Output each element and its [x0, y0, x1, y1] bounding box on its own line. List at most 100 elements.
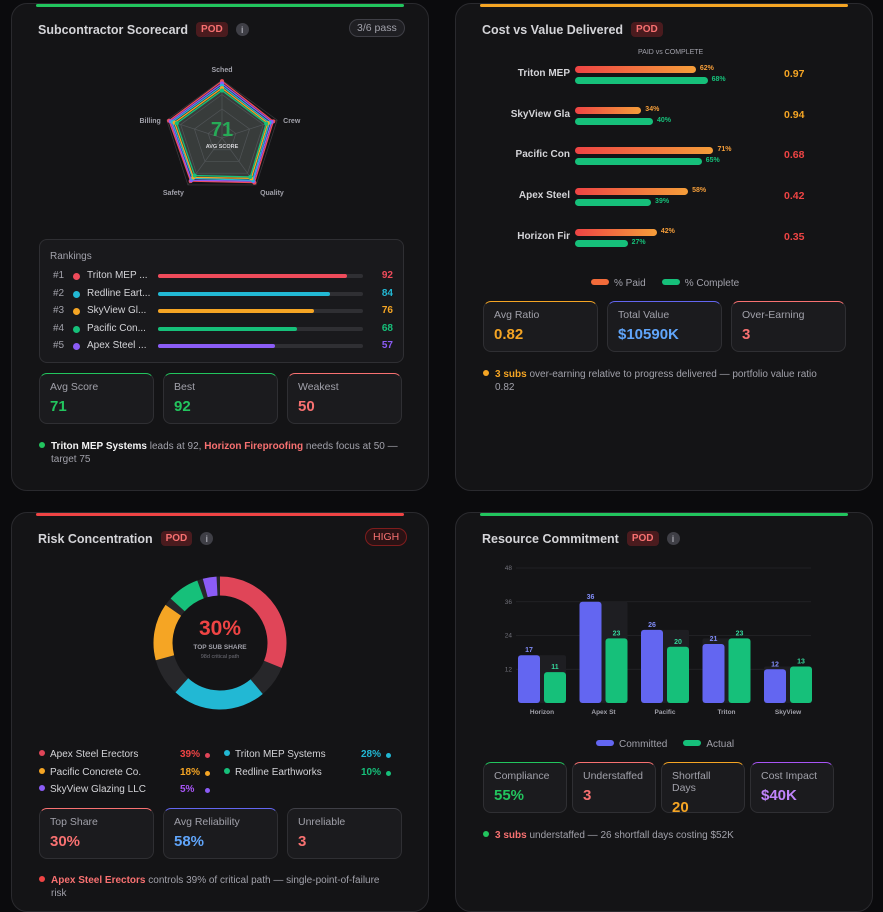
stat-value: 50 — [298, 398, 315, 415]
legend-dot — [39, 750, 45, 756]
stat-card: Cost Impact $40K — [750, 762, 834, 813]
cost-row-name: Pacific Con — [515, 149, 570, 161]
stat-value: 92 — [174, 398, 191, 415]
legend-name: Pacific Concrete Co. — [50, 767, 142, 778]
rank-name: Redline Eart... — [87, 287, 151, 299]
complete-label: 65% — [705, 157, 720, 165]
info-icon[interactable]: i — [666, 532, 680, 545]
pod-badge: POD — [631, 22, 663, 37]
cost-title: Cost vs Value Delivered — [482, 22, 624, 37]
legend-pct: 18% — [180, 767, 201, 778]
scorecard-header: Subcontractor Scorecard POD i — [38, 22, 249, 37]
legend-name: Redline Earthworks — [235, 767, 322, 778]
paid-bar — [575, 66, 696, 73]
stat-value: 58% — [174, 833, 205, 850]
committed-value: 21 — [710, 636, 718, 643]
rank-track — [158, 326, 363, 331]
risk-accent-bar — [36, 513, 404, 516]
legend-dot — [224, 768, 230, 774]
legend-committed: Committed — [596, 739, 667, 750]
actual-value: 20 — [674, 639, 682, 646]
actual-value: 23 — [613, 630, 621, 637]
stat-label: Weakest — [298, 381, 339, 393]
stat-label: Avg Score — [50, 381, 99, 393]
note-text-1: leads at 92, — [146, 441, 205, 452]
cost-row-name: Apex Steel — [518, 190, 570, 202]
complete-label: 40% — [657, 116, 672, 124]
stat-label: Avg Ratio — [494, 309, 540, 321]
risk-legend-item: SkyView Glazing LLC 5% — [39, 784, 213, 797]
stat-label: Avg Reliability — [174, 816, 240, 828]
stat-card: Total Value $10590K — [607, 301, 722, 352]
rank-track — [158, 309, 363, 313]
legend-dot — [39, 785, 45, 791]
rank-fill — [158, 309, 314, 313]
cost-accent-bar — [480, 4, 848, 7]
cost-header: Cost vs Value Delivered POD — [482, 22, 663, 37]
note-strong: 3 subs — [495, 830, 527, 841]
risk-legend-item: Pacific Concrete Co. 18% — [39, 767, 213, 780]
cost-row-name: Triton MEP — [517, 68, 570, 79]
stat-card: Over-Earning 3 — [731, 301, 846, 352]
x-category-label: Triton — [717, 709, 735, 716]
legend-dot — [205, 788, 210, 793]
value-ratio: 0.42 — [784, 190, 805, 203]
paid-bar — [575, 106, 642, 114]
info-icon[interactable]: i — [235, 23, 249, 36]
legend-pct: 28% — [361, 749, 382, 760]
committed-value: 26 — [648, 622, 656, 629]
radar-axis-label: Sched — [211, 67, 232, 74]
donut-label: TOP SUB SHARE — [193, 644, 247, 651]
value-ratio: 0.97 — [784, 68, 805, 80]
rank-track — [158, 274, 363, 278]
donut-center: 30% TOP SUB SHARE 98d critical path — [145, 617, 295, 660]
value-ratio: 0.68 — [784, 149, 805, 162]
legend-actual: Actual — [683, 739, 734, 750]
paid-bar — [575, 147, 714, 155]
rank-fill — [158, 274, 347, 278]
legend-pct: 5% — [180, 784, 195, 795]
stat-label: Cost Impact — [761, 770, 818, 782]
info-icon[interactable]: i — [200, 532, 214, 545]
stat-card: Unreliable 3 — [287, 808, 402, 859]
note-text: controls 39% of critical path — single-p… — [145, 875, 380, 886]
rank-score: 68 — [381, 322, 393, 334]
legend-pct: 39% — [180, 749, 201, 760]
donut-segment — [175, 678, 263, 710]
rank-fill — [158, 326, 298, 331]
note-weak: Horizon Fireproofing — [204, 441, 304, 452]
paid-label: 62% — [699, 65, 714, 72]
resource-card: Resource Commitment POD i 12 24 36 48 17 11 Ho… — [455, 512, 873, 912]
resource-accent-bar — [480, 513, 848, 516]
paid-label: 58% — [692, 187, 707, 195]
donut-segment — [153, 604, 182, 661]
note-tail: target 75 — [51, 454, 91, 465]
paid-label: 42% — [660, 227, 675, 235]
donut-segment — [202, 576, 218, 598]
complete-bar — [575, 77, 708, 84]
stat-card: Understaffed 3 — [572, 762, 656, 813]
value-ratio: 0.94 — [784, 108, 805, 121]
complete-bar — [575, 239, 628, 247]
radar-axis-label: Quality — [260, 190, 284, 197]
rank-dot — [73, 325, 80, 333]
legend-name: Triton MEP Systems — [235, 749, 326, 760]
pod-badge: POD — [160, 531, 193, 546]
radar-series — [168, 81, 274, 184]
y-tick-label: 12 — [505, 666, 513, 673]
stat-value: 3 — [742, 326, 751, 343]
stat-card: Avg Score 71 — [39, 373, 154, 424]
rank-dot — [73, 273, 80, 280]
committed-bar — [764, 669, 786, 703]
y-tick-label: 36 — [505, 599, 513, 606]
cost-legend: % Paid % Complete — [591, 278, 739, 289]
scorecard-accent-bar — [36, 4, 404, 7]
complete-bar — [575, 158, 702, 166]
value-ratio: 0.35 — [784, 230, 805, 243]
radar-center-value: 71 — [211, 119, 233, 141]
x-category-label: Pacific — [655, 709, 676, 716]
stat-value: 3 — [583, 787, 592, 804]
actual-bar — [667, 646, 689, 703]
risk-card: Risk Concentration POD i HIGH 30% TOP SU… — [11, 512, 429, 912]
note-strong: Apex Steel Erectors — [51, 875, 146, 886]
